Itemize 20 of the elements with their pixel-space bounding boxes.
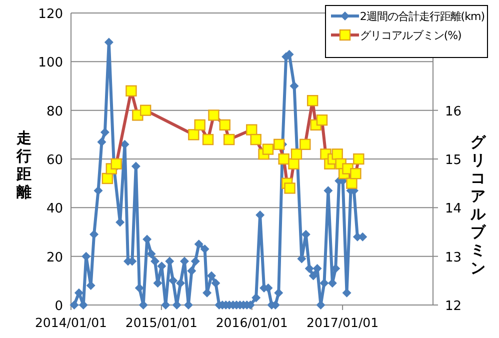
y2-axis-title: グリコアルブミン (470, 133, 486, 277)
y-axis-title: 走行距離 (16, 129, 32, 201)
y-tick-label: 60 (46, 153, 63, 168)
y2-tick-label: 14 (445, 202, 462, 217)
x-tick-label: 2015/01/01 (125, 315, 198, 330)
y-tick-label: 40 (46, 202, 63, 217)
y-tick-label: 80 (46, 104, 63, 120)
y2-tick-label: 13 (445, 250, 462, 266)
legend-label: グリコアルブミン(%) (360, 28, 462, 43)
x-tick-label: 2016/01/01 (216, 315, 288, 330)
y2-tick-label: 12 (445, 299, 462, 314)
y2-tick-label: 16 (445, 104, 462, 120)
legend-label: 2週間の合計走行距離(km) (360, 9, 485, 24)
y-tick-label: 100 (38, 56, 63, 71)
x-tick-label: 2017/01/01 (306, 315, 379, 330)
y-tick-label: 120 (38, 7, 63, 22)
y2-tick-label: 15 (445, 153, 462, 168)
x-tick-label: 2014/01/01 (34, 315, 108, 330)
y-tick-label: 20 (46, 250, 63, 266)
y-tick-label: 0 (54, 299, 63, 314)
